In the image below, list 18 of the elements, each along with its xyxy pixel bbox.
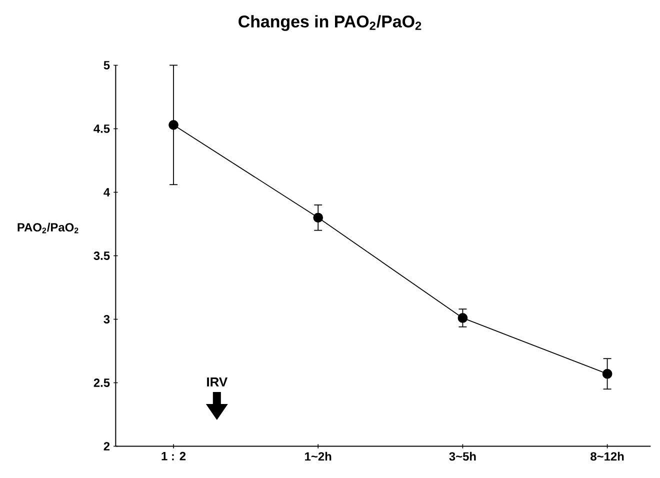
y-tick-label: 4 [104,188,110,196]
y-tick-label: 5 [104,61,110,70]
y-tick-label: 3 [104,315,110,324]
x-tick-label: 8~12h [590,452,624,461]
y-tick-label: 3.5 [94,252,110,260]
y-axis-title: PAO$_{2}$/PaO$_{2}$ [18,222,78,234]
chart-title: Changes in PAO$_{2}$/PaO$_{2}$ [238,15,422,31]
point [458,313,468,323]
y-tick-label: 2.5 [94,378,110,387]
y-tick-label: 2 [104,442,110,450]
point [602,368,612,379]
x-tick-label: 1 : 2 [162,452,186,460]
point [313,212,324,223]
x-tick-label: 1~2h [305,452,332,461]
y-tick-label: 4.5 [94,124,110,133]
annotation: IRV [207,378,228,386]
point [168,120,178,130]
x-tick-label: 3~5h [449,452,476,461]
